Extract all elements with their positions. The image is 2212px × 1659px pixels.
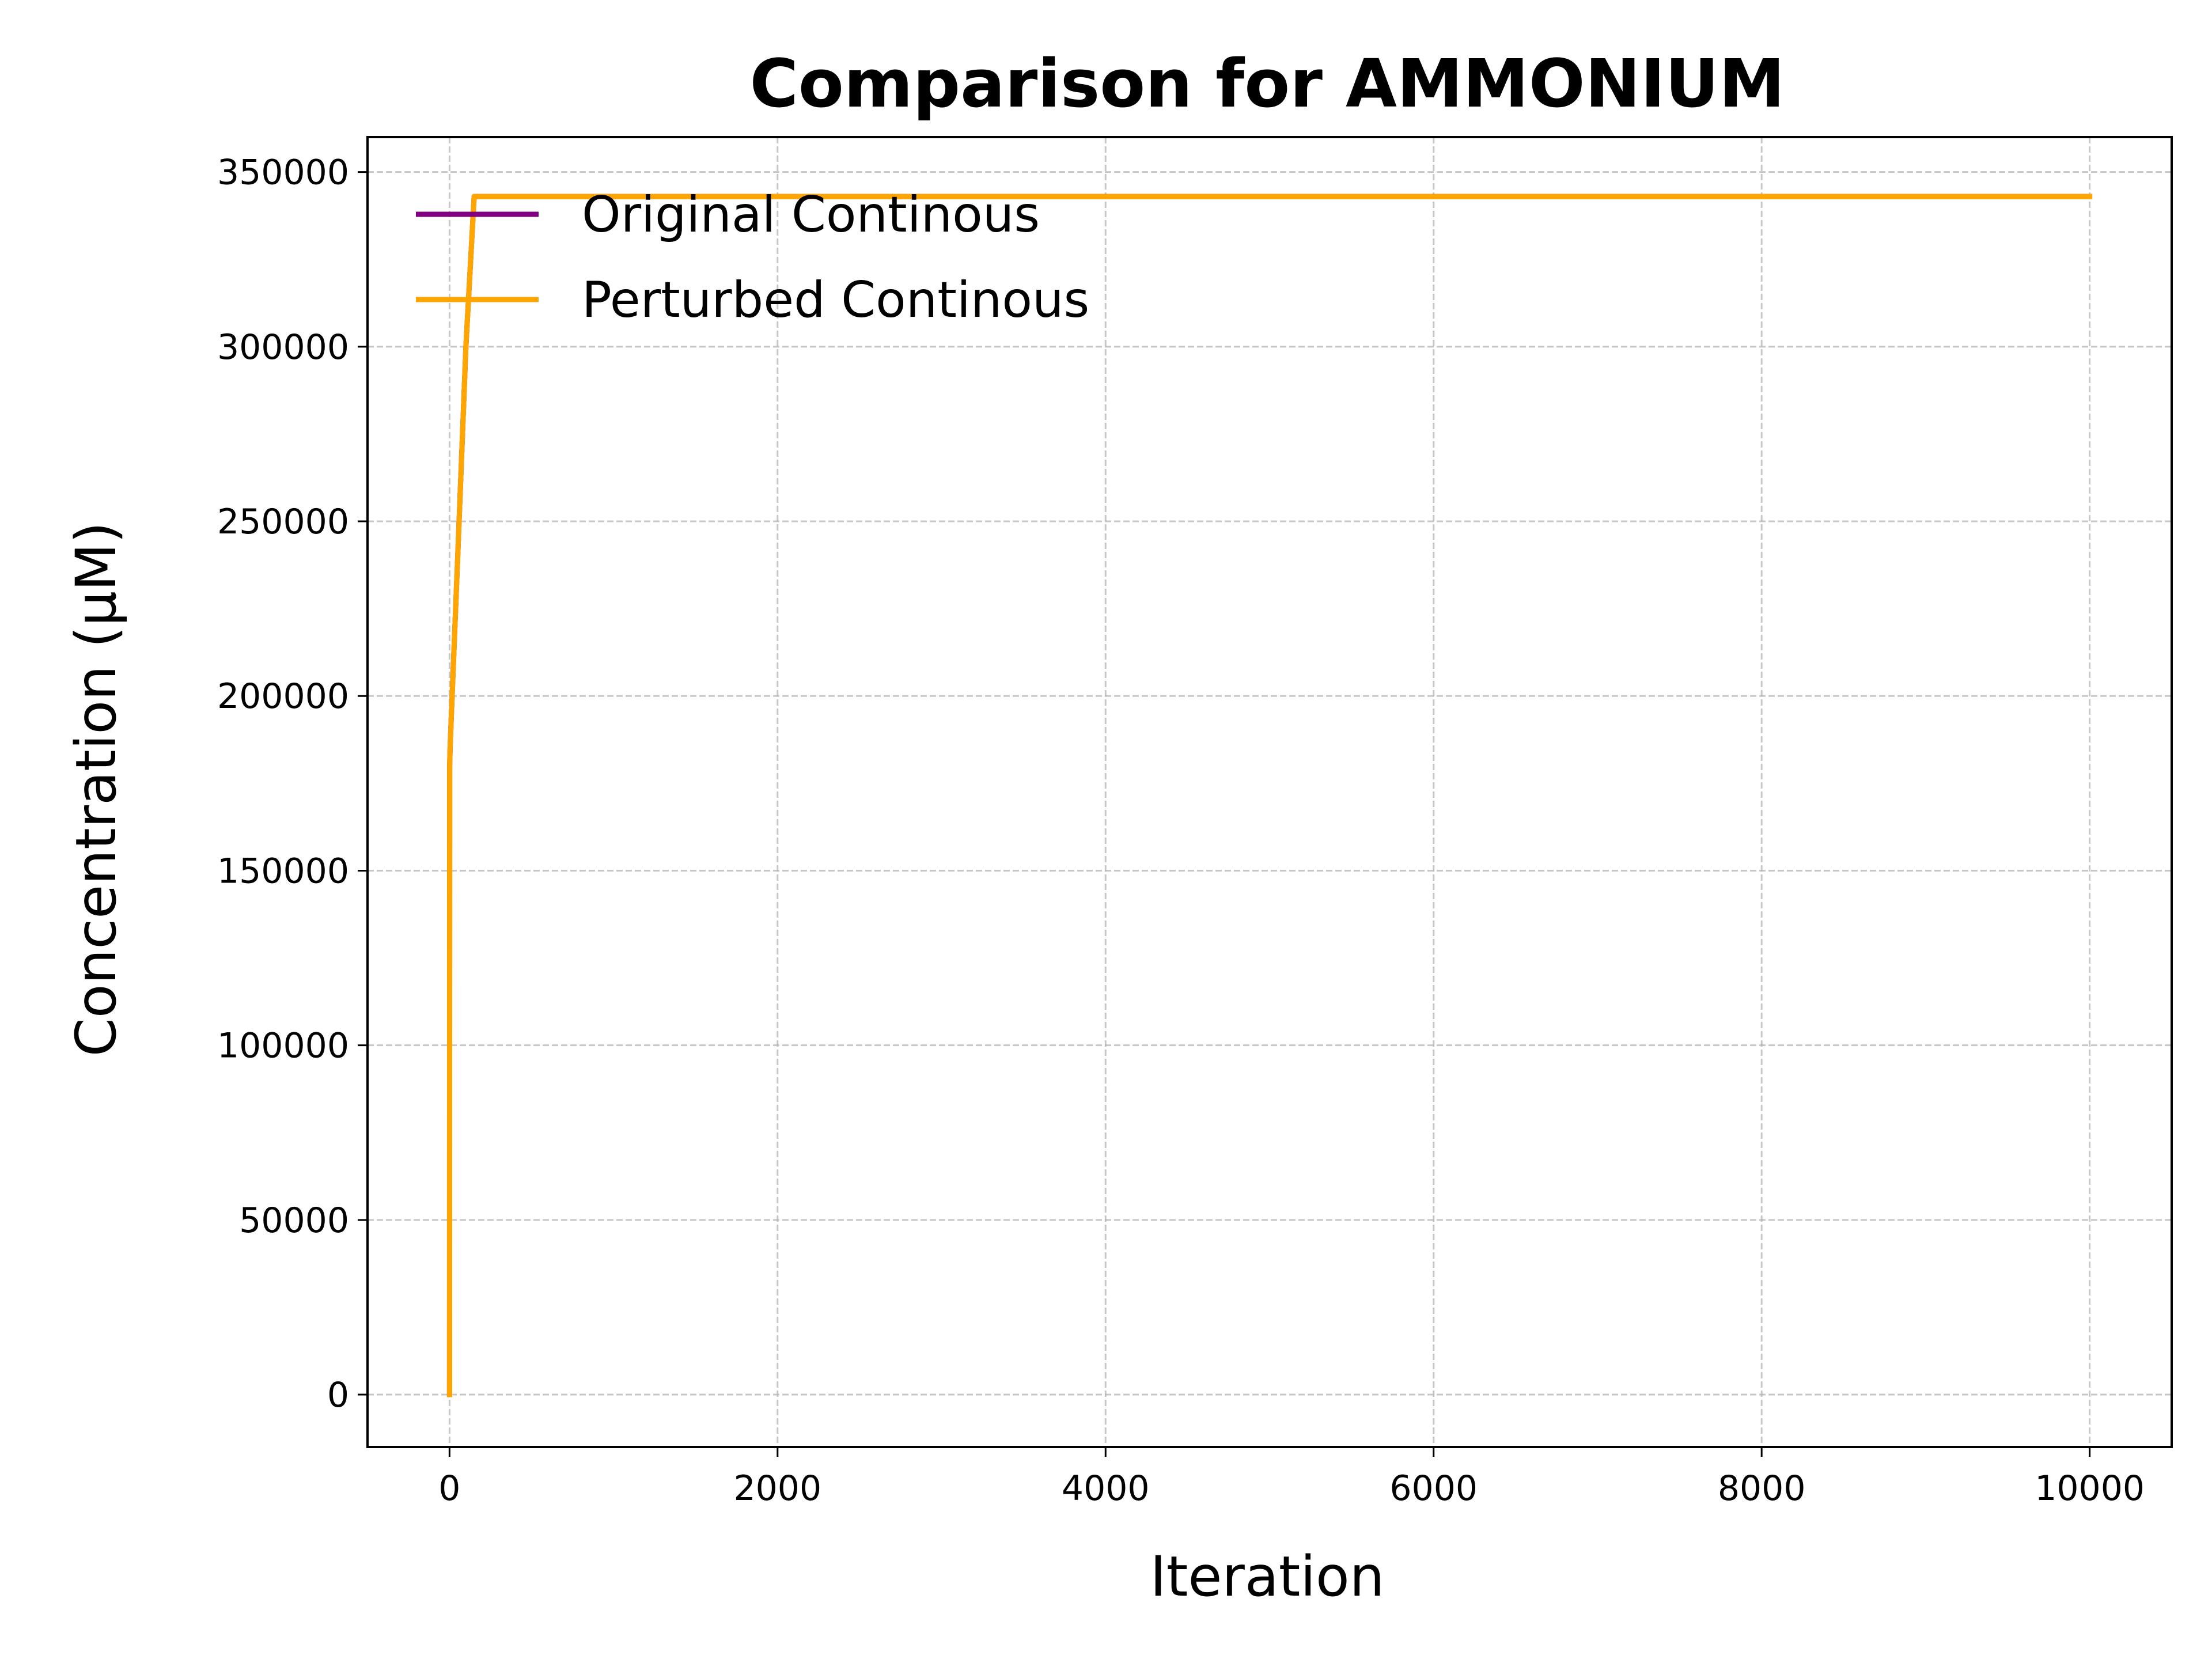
x-axis-label: Iteration (1150, 1544, 1384, 1609)
y-tick-label: 100000 (217, 1026, 349, 1066)
y-tick-label: 150000 (217, 851, 349, 891)
legend: Original Continous Perturbed Continous (416, 186, 1089, 329)
plot-frame (366, 136, 2173, 1448)
x-tick-label: 10000 (2035, 1468, 2145, 1509)
x-tick-label: 6000 (1389, 1468, 1478, 1509)
y-tick-label: 300000 (217, 327, 349, 368)
x-tick-label: 8000 (1718, 1468, 1806, 1509)
x-tick-label: 4000 (1062, 1468, 1150, 1509)
y-axis: 0 50000 100000 150000 200000 250000 300000 3500… (217, 153, 368, 1415)
legend-label-1: Perturbed Continous (582, 271, 1089, 329)
y-tick-label: 350000 (217, 153, 349, 193)
x-axis: 0 2000 4000 6000 8000 10000 (438, 1447, 2145, 1509)
y-tick-label: 50000 (239, 1200, 349, 1241)
legend-label-0: Original Continous (582, 186, 1040, 244)
y-tick-label: 200000 (217, 676, 349, 717)
grid (368, 137, 2172, 1447)
y-tick-label: 0 (327, 1375, 349, 1415)
x-tick-label: 2000 (733, 1468, 821, 1509)
series-lines (446, 194, 2093, 1397)
chart-title: Comparison for AMMONIUM (750, 46, 1785, 123)
x-tick-label: 0 (438, 1468, 460, 1509)
y-axis-label: Concentration (μM) (64, 522, 128, 1056)
series-line-1 (446, 194, 2093, 1397)
y-tick-label: 250000 (217, 502, 349, 542)
